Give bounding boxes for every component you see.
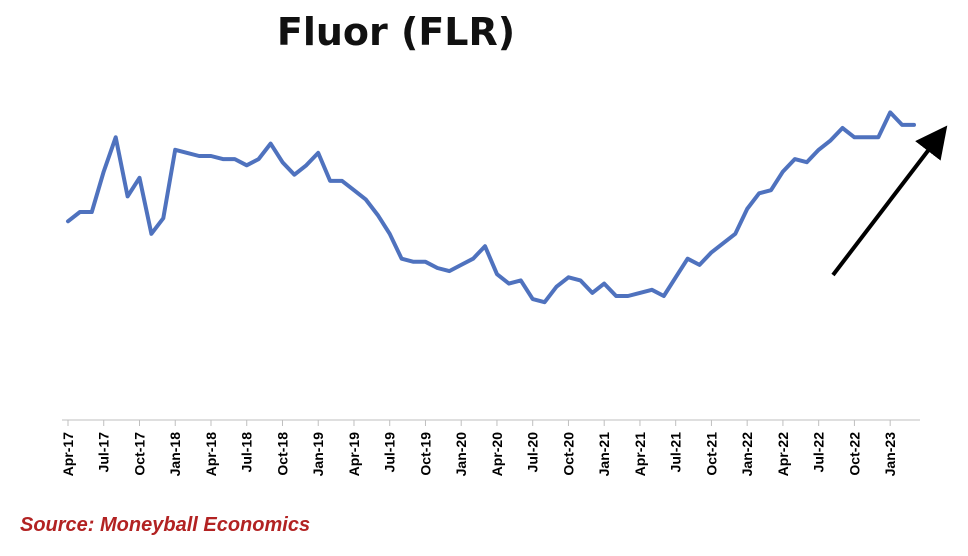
x-tick-label: Jul-21 <box>668 432 684 473</box>
x-tick-label: Jul-22 <box>811 432 827 473</box>
x-tick-label: Apr-20 <box>489 432 505 477</box>
chart-title: Fluor (FLR) <box>276 10 516 54</box>
x-tick-label: Apr-19 <box>346 432 362 477</box>
x-tick-label: Jan-19 <box>310 432 326 477</box>
x-tick-label: Oct-19 <box>417 432 433 476</box>
x-tick-label: Apr-21 <box>632 432 648 477</box>
source-note: Source: Moneyball Economics <box>20 514 311 536</box>
x-tick-label: Jan-20 <box>453 432 469 477</box>
x-tick-label: Jan-18 <box>167 432 183 477</box>
x-tick-label: Oct-22 <box>846 432 862 476</box>
x-tick-label: Oct-17 <box>131 432 147 476</box>
x-tick-label: Oct-18 <box>274 432 290 476</box>
x-tick-label: Jul-18 <box>239 432 255 473</box>
series-group <box>66 110 916 305</box>
x-tick-label: Jul-19 <box>382 432 398 473</box>
series-line <box>66 110 916 305</box>
x-tick-label: Jul-17 <box>96 432 112 473</box>
trend-arrow <box>831 125 948 277</box>
x-tick-label: Oct-21 <box>703 432 719 476</box>
x-tick-label: Apr-17 <box>60 432 76 477</box>
x-tick-label: Apr-22 <box>775 432 791 477</box>
x-tick-label: Jan-21 <box>596 432 612 477</box>
x-tick-label: Jul-20 <box>525 432 541 473</box>
annotation-group <box>831 125 948 277</box>
x-tick-label: Jan-22 <box>739 432 755 477</box>
x-tick-label: Oct-20 <box>560 432 576 476</box>
x-tick-label: Apr-18 <box>203 432 219 477</box>
x-axis: Apr-17 Jul-17 Oct-17 Jan-18 Apr-18 Jul-18 Oct-… <box>60 419 920 477</box>
x-tick-label: Jan-23 <box>882 432 898 477</box>
